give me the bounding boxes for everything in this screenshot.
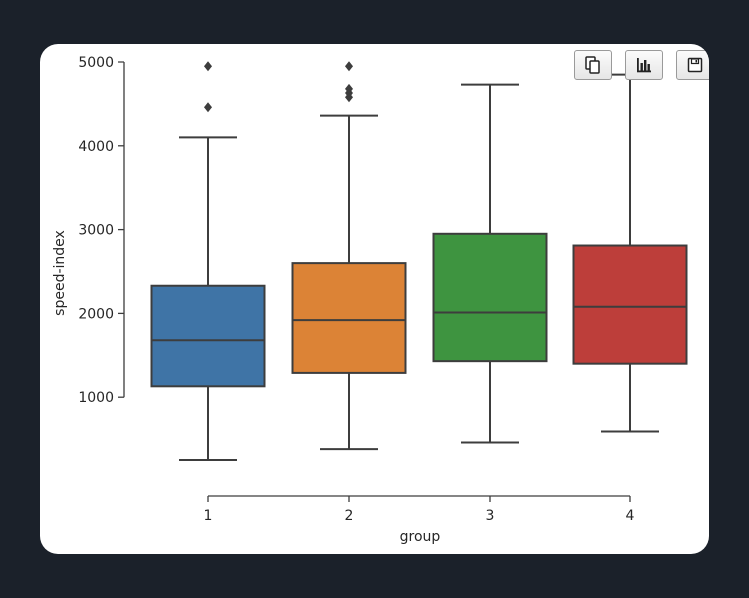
box-group-2 — [291, 61, 407, 451]
box-group-4 — [572, 73, 688, 433]
x-tick-label-3: 3 — [486, 508, 495, 524]
box-2 — [291, 262, 407, 374]
box-1 — [150, 284, 266, 388]
save-icon — [687, 57, 703, 73]
outlier-2-3 — [345, 61, 353, 72]
y-tick-label-3000: 3000 — [78, 223, 114, 239]
copy-icon — [585, 56, 600, 74]
save-button[interactable] — [676, 50, 709, 80]
bar-chart-icon — [637, 58, 651, 73]
y-tick-label-1000: 1000 — [78, 390, 114, 406]
y-tick-label-5000: 5000 — [78, 55, 114, 71]
x-tick-label-4: 4 — [626, 508, 635, 524]
outlier-1-1 — [204, 61, 212, 72]
box-3 — [432, 232, 548, 363]
box-group-1 — [150, 61, 266, 462]
x-axis-label: group — [400, 529, 441, 545]
chart-card: 1000 2000 3000 4000 5000 1 2 3 4 group speed-in… — [40, 44, 709, 554]
box-group-3 — [432, 83, 548, 444]
y-axis-label: speed-index — [52, 230, 68, 316]
y-tick-label-4000: 4000 — [78, 139, 114, 155]
x-tick-label-2: 2 — [345, 508, 354, 524]
outlier-2-2 — [345, 83, 353, 94]
outlier-1-0 — [204, 102, 212, 113]
y-axis: 1000 2000 3000 4000 5000 — [78, 55, 125, 406]
copy-button[interactable] — [574, 50, 612, 80]
x-axis: 1 2 3 4 — [204, 495, 635, 524]
y-tick-label-2000: 2000 — [78, 306, 114, 322]
x-tick-label-1: 1 — [204, 508, 213, 524]
box-4 — [572, 244, 688, 365]
box-plot: 1000 2000 3000 4000 5000 1 2 3 4 group speed-in… — [52, 55, 688, 545]
chart-button[interactable] — [625, 50, 663, 80]
